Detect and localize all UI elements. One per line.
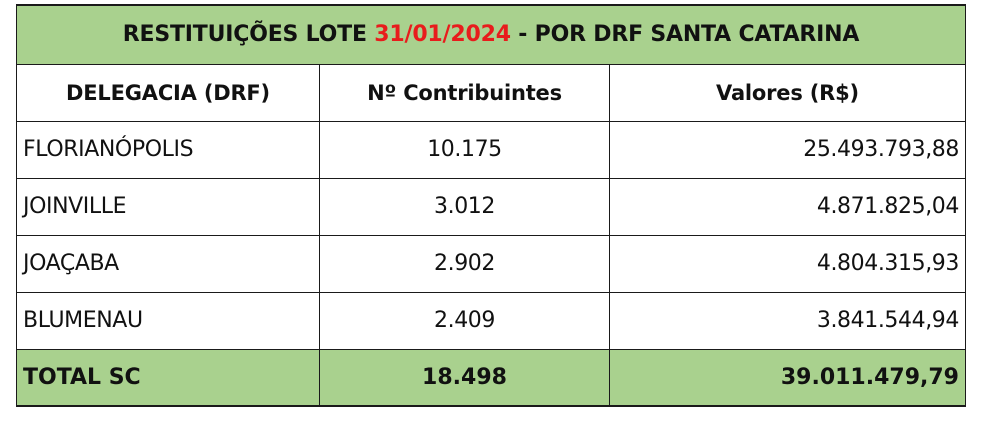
- total-row: TOTAL SC 18.498 39.011.479,79: [16, 348, 966, 407]
- total-contribuintes: 18.498: [319, 348, 610, 407]
- title-prefix: RESTITUIÇÕES LOTE: [122, 22, 375, 48]
- column-header-row: DELEGACIA (DRF) Nº Contribuintes Valores…: [16, 63, 966, 122]
- table-row: FLORIANÓPOLIS 10.175 25.493.793,88: [16, 120, 966, 179]
- cell-delegacia: FLORIANÓPOLIS: [16, 120, 320, 179]
- cell-delegacia: BLUMENAU: [16, 291, 320, 350]
- cell-contribuintes: 2.409: [319, 291, 610, 350]
- total-valores: 39.011.479,79: [609, 348, 966, 407]
- cell-delegacia: JOAÇABA: [16, 234, 320, 293]
- cell-valores: 3.841.544,94: [609, 291, 966, 350]
- cell-contribuintes: 10.175: [319, 120, 610, 179]
- table-row: BLUMENAU 2.409 3.841.544,94: [16, 291, 966, 350]
- column-header-contribuintes: Nº Contribuintes: [319, 63, 610, 122]
- table-row: JOAÇABA 2.902 4.804.315,93: [16, 234, 966, 293]
- column-header-delegacia: DELEGACIA (DRF): [16, 63, 320, 122]
- table-row: JOINVILLE 3.012 4.871.825,04: [16, 177, 966, 236]
- total-label: TOTAL SC: [16, 348, 320, 407]
- cell-delegacia: JOINVILLE: [16, 177, 320, 236]
- restituicoes-table-container: RESTITUIÇÕES LOTE 31/01/2024 - POR DRF S…: [16, 4, 966, 407]
- cell-contribuintes: 2.902: [319, 234, 610, 293]
- cell-contribuintes: 3.012: [319, 177, 610, 236]
- column-header-valores: Valores (R$): [609, 63, 966, 122]
- cell-valores: 4.804.315,93: [609, 234, 966, 293]
- restituicoes-table: RESTITUIÇÕES LOTE 31/01/2024 - POR DRF S…: [16, 4, 966, 407]
- title-date: 31/01/2024: [374, 22, 511, 48]
- table-title-row: RESTITUIÇÕES LOTE 31/01/2024 - POR DRF S…: [16, 4, 966, 65]
- cell-valores: 25.493.793,88: [609, 120, 966, 179]
- cell-valores: 4.871.825,04: [609, 177, 966, 236]
- title-suffix: - POR DRF SANTA CATARINA: [510, 22, 860, 48]
- table-title: RESTITUIÇÕES LOTE 31/01/2024 - POR DRF S…: [16, 4, 966, 65]
